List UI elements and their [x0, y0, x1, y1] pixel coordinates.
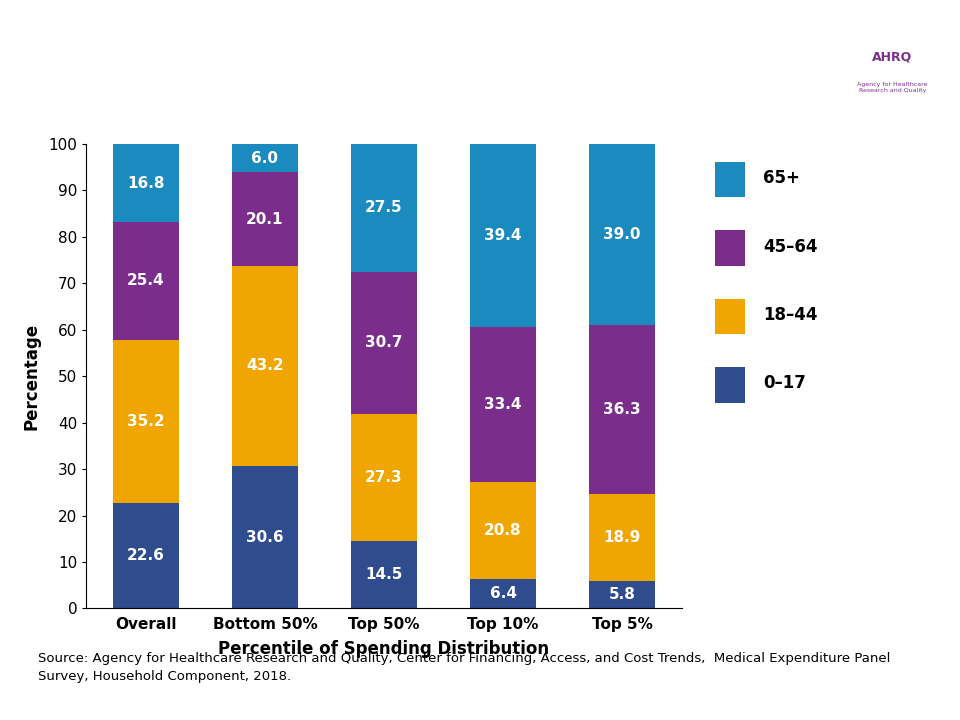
Bar: [589, 582, 655, 608]
Text: 25.4: 25.4: [127, 274, 165, 289]
Bar: [113, 222, 179, 340]
Text: 35.2: 35.2: [127, 414, 165, 429]
X-axis label: Percentile of Spending Distribution: Percentile of Spending Distribution: [219, 640, 549, 658]
Bar: [470, 327, 536, 482]
Text: 16.8: 16.8: [127, 176, 165, 191]
Text: 30.7: 30.7: [365, 336, 403, 351]
Text: 43.2: 43.2: [246, 359, 284, 374]
Bar: [470, 144, 536, 327]
Bar: [232, 266, 298, 467]
Bar: [232, 172, 298, 266]
Text: Source: Agency for Healthcare Research and Quality, Center for Financing, Access: Source: Agency for Healthcare Research a…: [38, 652, 891, 683]
Text: 39.4: 39.4: [484, 228, 522, 243]
Bar: [351, 144, 417, 271]
Bar: [351, 541, 417, 608]
Text: 39.0: 39.0: [603, 227, 641, 242]
Text: 33.4: 33.4: [484, 397, 522, 412]
Bar: [113, 503, 179, 608]
Text: 27.5: 27.5: [365, 200, 403, 215]
Text: 14.5: 14.5: [366, 567, 402, 582]
Text: 20.8: 20.8: [484, 523, 522, 538]
Bar: [589, 494, 655, 582]
Bar: [113, 340, 179, 503]
Text: 20.1: 20.1: [246, 212, 284, 227]
Text: 27.3: 27.3: [365, 470, 403, 485]
Text: percentile of spending, 2018: percentile of spending, 2018: [221, 84, 605, 107]
FancyBboxPatch shape: [715, 162, 745, 197]
Text: 65+: 65+: [763, 169, 800, 187]
Bar: [351, 414, 417, 541]
Bar: [351, 271, 417, 414]
Bar: [470, 579, 536, 608]
Text: 5.8: 5.8: [609, 588, 636, 603]
Bar: [589, 144, 655, 325]
FancyBboxPatch shape: [768, 13, 937, 115]
Text: AHRQ: AHRQ: [873, 51, 913, 64]
Bar: [589, 325, 655, 494]
Text: Agency for Healthcare
Research and Quality: Agency for Healthcare Research and Quali…: [857, 82, 927, 93]
FancyBboxPatch shape: [715, 299, 745, 334]
Text: 6.0: 6.0: [252, 151, 278, 166]
Text: 6.4: 6.4: [490, 586, 516, 601]
Y-axis label: Percentage: Percentage: [22, 323, 40, 430]
Text: 18.9: 18.9: [604, 530, 640, 545]
Text: Figure 4: Percentage of persons by age group and: Figure 4: Percentage of persons by age g…: [77, 37, 749, 61]
Bar: [232, 145, 298, 172]
Bar: [232, 467, 298, 608]
Bar: [470, 482, 536, 579]
Text: 0–17: 0–17: [763, 374, 806, 392]
Text: 36.3: 36.3: [603, 402, 641, 417]
Text: 45–64: 45–64: [763, 238, 818, 256]
Bar: [113, 144, 179, 222]
Text: 18–44: 18–44: [763, 306, 818, 324]
Text: 22.6: 22.6: [127, 549, 165, 564]
FancyBboxPatch shape: [715, 230, 745, 266]
Text: 30.6: 30.6: [246, 530, 284, 545]
FancyBboxPatch shape: [715, 367, 745, 402]
